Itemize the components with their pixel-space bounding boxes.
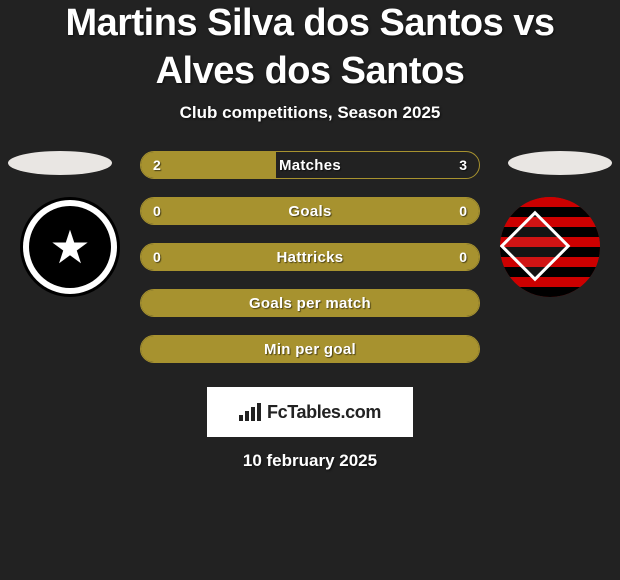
player-right-pill xyxy=(508,151,612,175)
footer-date: 10 february 2025 xyxy=(0,451,620,471)
bar-value-right: 0 xyxy=(459,203,467,219)
stat-bar: Goals per match xyxy=(140,289,480,317)
stat-bar: Min per goal xyxy=(140,335,480,363)
subtitle: Club competitions, Season 2025 xyxy=(0,103,620,123)
bar-value-right: 0 xyxy=(459,249,467,265)
bar-label: Goals xyxy=(288,203,331,220)
stat-bar: 0 0 Goals xyxy=(140,197,480,225)
star-icon: ★ xyxy=(49,224,90,270)
comparison-stage: ★ 2 3 Matches 0 0 Goals 0 0 Hattricks Goals per m… xyxy=(0,151,620,363)
bar-value-left: 0 xyxy=(153,249,161,265)
bar-label: Goals per match xyxy=(249,295,371,312)
club-crest-left: ★ xyxy=(20,197,120,297)
page-title: Martins Silva dos Santos vs Alves dos Sa… xyxy=(0,0,620,95)
bar-fill-left xyxy=(141,152,276,178)
club-crest-right xyxy=(500,197,600,297)
bar-chart-icon xyxy=(239,403,261,421)
bar-label: Hattricks xyxy=(277,249,344,266)
bar-label: Min per goal xyxy=(264,341,356,358)
player-left-pill xyxy=(8,151,112,175)
bar-value-left: 2 xyxy=(153,157,161,173)
stat-bar: 0 0 Hattricks xyxy=(140,243,480,271)
bar-value-left: 0 xyxy=(153,203,161,219)
bar-value-right: 3 xyxy=(459,157,467,173)
bar-label: Matches xyxy=(279,157,341,174)
brand-badge[interactable]: FcTables.com xyxy=(207,387,413,437)
stat-bars: 2 3 Matches 0 0 Goals 0 0 Hattricks Goals per mat… xyxy=(140,151,480,363)
brand-text: FcTables.com xyxy=(267,402,381,423)
stat-bar: 2 3 Matches xyxy=(140,151,480,179)
